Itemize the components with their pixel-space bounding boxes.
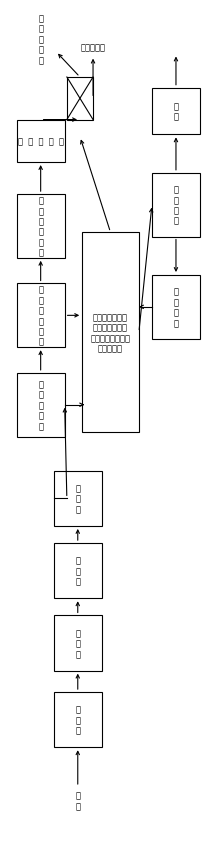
Bar xyxy=(17,194,65,258)
Text: 激
励
源: 激 励 源 xyxy=(75,556,80,586)
Text: 入
分: 入 分 xyxy=(75,791,80,810)
Text: 射
频
源: 射 频 源 xyxy=(75,705,80,734)
Text: 前
置
放
大
器: 前 置 放 大 器 xyxy=(38,380,43,431)
Text: 一路衰减器: 一路衰减器 xyxy=(80,44,106,53)
Bar xyxy=(152,173,200,237)
Text: 中
功
率
放
大
器: 中 功 率 放 大 器 xyxy=(38,286,43,346)
Text: 保
护
电
路: 保 护 电 路 xyxy=(173,185,179,225)
Text: 电
源: 电 源 xyxy=(173,102,179,122)
Bar xyxy=(17,120,65,163)
Bar xyxy=(54,543,102,599)
Text: 一  路  衰  减  器: 一 路 衰 减 器 xyxy=(18,137,64,146)
Bar xyxy=(152,276,200,339)
Bar xyxy=(17,284,65,348)
Bar xyxy=(82,233,139,432)
Text: 控
制
电
路: 控 制 电 路 xyxy=(173,287,179,328)
Bar xyxy=(67,78,93,120)
Text: 参
考
源: 参 考 源 xyxy=(75,629,80,659)
Bar xyxy=(54,471,102,526)
Bar xyxy=(54,616,102,671)
Bar xyxy=(152,89,200,136)
Bar xyxy=(17,374,65,437)
Bar xyxy=(54,692,102,747)
Text: 目
标
源: 目 标 源 xyxy=(75,484,80,514)
Text: 大
功
率
放
大
器: 大 功 率 放 大 器 xyxy=(38,196,43,257)
Text: 方
向
耦
合
器: 方 向 耦 合 器 xyxy=(38,15,43,65)
Text: 温度检测电路、
电压检测电路、
功率检测电路、反
射检测电路: 温度检测电路、 电压检测电路、 功率检测电路、反 射检测电路 xyxy=(91,313,130,353)
